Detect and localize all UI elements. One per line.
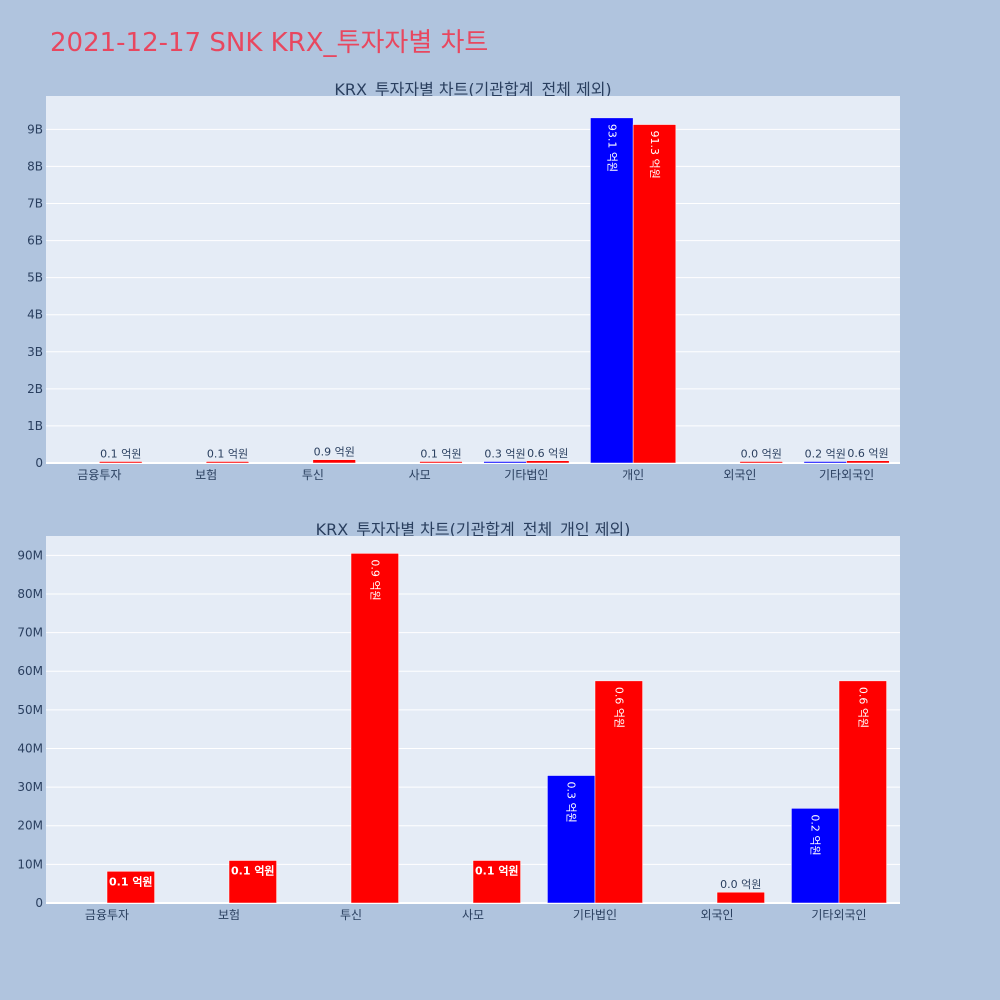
x-tick-label: 기타법인	[504, 468, 548, 482]
bar	[228, 860, 277, 904]
data-label: 0.1 억원	[420, 448, 461, 461]
x-tick-label: 투신	[340, 908, 362, 922]
x-tick-label: 금융투자	[85, 908, 129, 922]
data-label: 0.6 억원	[612, 687, 625, 728]
bar	[419, 461, 463, 464]
bar	[803, 461, 847, 464]
x-tick-label: 사모	[462, 908, 484, 922]
x-tick-label: 외국인	[723, 468, 756, 482]
y-tick-label: 3B	[27, 345, 43, 359]
y-tick-label: 90M	[17, 548, 43, 562]
y-tick-label: 7B	[27, 197, 43, 211]
data-label: 0.2 억원	[805, 448, 846, 461]
bar	[846, 460, 890, 464]
bar	[594, 680, 643, 904]
y-tick-label: 6B	[27, 234, 43, 248]
y-tick-label: 0	[35, 896, 43, 910]
data-label: 0.2 억원	[809, 814, 822, 855]
bar	[350, 553, 399, 904]
chart-top: KRX_투자자별 차트(기관합계_전체 제외) 0 1B 2B 3B 4B 5B 6B 7B 8B…	[27, 80, 900, 482]
y-tick-label: 10M	[17, 857, 43, 871]
data-label: 0.1 억원	[109, 874, 153, 888]
data-label: 0.6 억원	[856, 687, 869, 728]
chart-title: KRX_투자자별 차트(기관합계_전체_개인 제외)	[316, 520, 631, 540]
bar	[590, 117, 634, 464]
data-label: 0.1 억원	[207, 448, 248, 461]
bar	[791, 808, 840, 904]
data-label: 0.1 억원	[100, 448, 141, 461]
y-tick-label: 2B	[27, 382, 43, 396]
x-tick-label: 보험	[218, 908, 240, 922]
data-label: 0.0 억원	[741, 448, 782, 461]
x-tick-label: 기타외국인	[811, 908, 866, 922]
data-label: 0.6 억원	[527, 447, 568, 460]
y-tick-label: 50M	[17, 703, 43, 717]
y-tick-label: 0	[35, 456, 43, 470]
x-tick-label: 사모	[409, 468, 431, 482]
x-tick-label: 금융투자	[77, 468, 121, 482]
x-tick-label: 외국인	[700, 908, 733, 922]
data-label: 0.3 억원	[484, 448, 525, 461]
x-tick-label: 기타법인	[573, 908, 617, 922]
x-tick-label: 개인	[622, 468, 644, 482]
bar	[483, 461, 527, 464]
bar	[106, 871, 155, 904]
x-tick-label: 기타외국인	[819, 468, 874, 482]
data-label: 0.1 억원	[475, 864, 519, 878]
bar	[739, 461, 783, 464]
y-tick-label: 4B	[27, 308, 43, 322]
bar	[838, 680, 887, 904]
data-label: 0.6 억원	[847, 447, 888, 460]
bar	[472, 860, 521, 904]
y-tick-label: 5B	[27, 271, 43, 285]
x-tick-label: 투신	[302, 468, 324, 482]
y-tick-label: 60M	[17, 664, 43, 678]
data-label: 0.9 억원	[368, 559, 381, 600]
chart-bottom: KRX_투자자별 차트(기관합계_전체_개인 제외) 0 10M 20M 30M 40M 5…	[17, 520, 900, 922]
bar	[312, 459, 356, 464]
data-label: 91.3 억원	[648, 131, 661, 179]
x-tick-label: 보험	[195, 468, 217, 482]
plot-area	[46, 96, 900, 463]
page-title: 2021-12-17 SNK KRX_투자자별 차트	[50, 28, 489, 58]
plot-area	[46, 536, 900, 903]
data-label: 0.3 억원	[565, 782, 578, 823]
y-tick-label: 80M	[17, 587, 43, 601]
bar	[632, 124, 677, 464]
y-tick-label: 70M	[17, 626, 43, 640]
y-tick-label: 30M	[17, 780, 43, 794]
bar	[716, 891, 765, 904]
chart-title: KRX_투자자별 차트(기관합계_전체 제외)	[334, 80, 611, 100]
data-label: 93.1 억원	[605, 124, 618, 172]
bar	[547, 775, 596, 904]
data-label: 0.9 억원	[314, 446, 355, 459]
y-tick-label: 40M	[17, 741, 43, 755]
bar	[99, 461, 143, 464]
y-tick-label: 8B	[27, 159, 43, 173]
y-tick-label: 20M	[17, 819, 43, 833]
bar	[526, 460, 570, 464]
y-tick-label: 1B	[27, 419, 43, 433]
y-tick-label: 9B	[27, 122, 43, 136]
bar	[205, 461, 250, 464]
data-label: 0.0 억원	[720, 878, 761, 891]
data-label: 0.1 억원	[231, 864, 275, 878]
